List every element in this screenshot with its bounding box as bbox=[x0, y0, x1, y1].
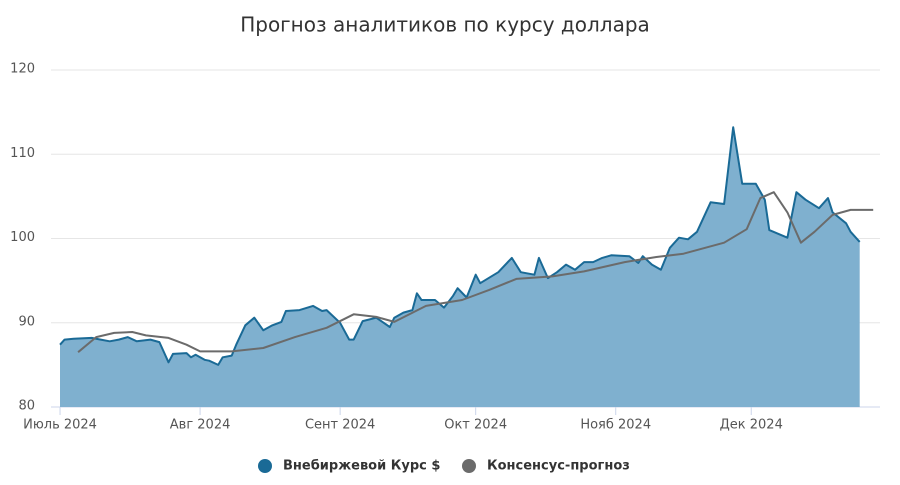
legend-marker bbox=[258, 459, 272, 473]
chart-title: Прогноз аналитиков по курсу доллара bbox=[240, 13, 650, 37]
legend-text: Консенсус-прогноз bbox=[487, 459, 630, 474]
x-tick-label: Нояб 2024 bbox=[580, 418, 651, 433]
legend-text: Внебиржевой Курс $ bbox=[283, 459, 440, 474]
y-tick-label: 80 bbox=[18, 399, 35, 414]
x-tick-label: Сент 2024 bbox=[305, 418, 375, 433]
line bbox=[77, 191, 874, 353]
x-tick-label: Окт 2024 bbox=[444, 418, 507, 433]
x-tick-label: Авг 2024 bbox=[170, 418, 231, 433]
y-tick-label: 100 bbox=[10, 230, 35, 245]
y-tick-label: 120 bbox=[10, 62, 35, 77]
x-tick-label: Дек 2024 bbox=[720, 418, 783, 433]
y-tick-label: 110 bbox=[10, 146, 35, 161]
legend-marker bbox=[462, 459, 476, 473]
area bbox=[60, 127, 860, 408]
x-tick-label: Июль 2024 bbox=[23, 418, 97, 433]
y-tick-label: 90 bbox=[18, 314, 35, 329]
